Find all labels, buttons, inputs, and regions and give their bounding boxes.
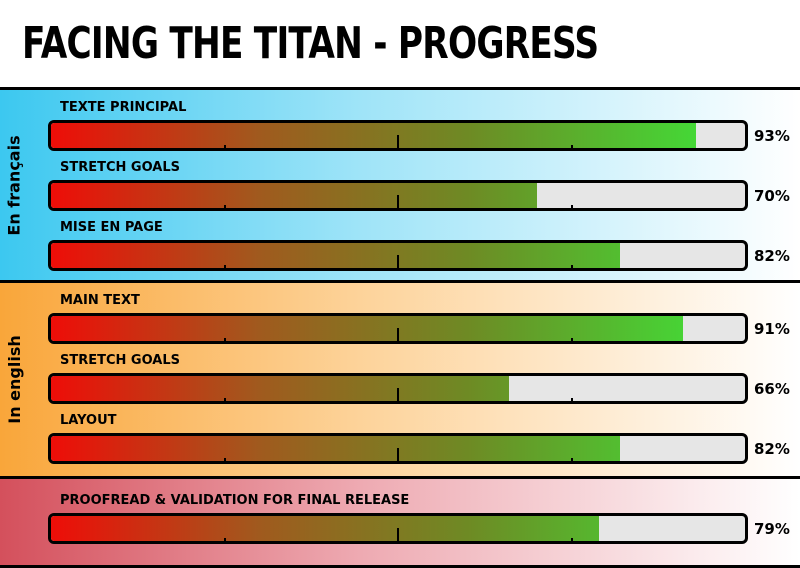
progress-fill (51, 376, 510, 401)
progress-percent: 70% (754, 187, 790, 205)
bar-tick-mark (570, 265, 573, 268)
row-label: MAIN TEXT (60, 293, 140, 308)
bar-tick-mark (223, 398, 226, 401)
progress-row-stretch-goals-en: STRETCH GOALS 66% (0, 353, 800, 413)
progress-fill (51, 316, 683, 341)
progress-fill (51, 516, 600, 541)
bar-tick-mark (570, 538, 573, 541)
progress-percent: 66% (754, 380, 790, 398)
bar-tick-mark (570, 458, 573, 461)
bar-tick-mark (570, 338, 573, 341)
bar-tick-mark (397, 195, 399, 208)
progress-row-texte-principal: TEXTE PRINCIPAL 93% (0, 100, 800, 160)
bar-tick-mark (570, 145, 573, 148)
bar-tick-mark (397, 528, 399, 541)
progress-row-mise-en-page: MISE EN PAGE 82% (0, 220, 800, 280)
progress-bar (48, 240, 748, 271)
row-label: MISE EN PAGE (60, 220, 163, 235)
progress-row-stretch-goals-fr: STRETCH GOALS 70% (0, 160, 800, 220)
progress-percent: 93% (754, 127, 790, 145)
progress-bar (48, 513, 748, 544)
progress-percent: 82% (754, 440, 790, 458)
progress-row-main-text: MAIN TEXT 91% (0, 293, 800, 353)
row-label: STRETCH GOALS (60, 353, 181, 368)
progress-row-layout: LAYOUT 82% (0, 413, 800, 473)
progress-bar (48, 120, 748, 151)
row-label: LAYOUT (60, 413, 117, 428)
bar-tick-mark (397, 135, 399, 148)
progress-bar (48, 313, 748, 344)
progress-bar (48, 433, 748, 464)
row-label: PROOFREAD & VALIDATION FOR FINAL RELEASE (60, 493, 410, 508)
progress-bar (48, 373, 748, 404)
bar-tick-mark (397, 328, 399, 341)
row-label: TEXTE PRINCIPAL (60, 100, 187, 115)
progress-bar (48, 180, 748, 211)
progress-row-proofread: PROOFREAD & VALIDATION FOR FINAL RELEASE… (0, 493, 800, 553)
section-english: In english MAIN TEXT 91% STRETCH GOALS 6… (0, 283, 800, 479)
row-label: STRETCH GOALS (60, 160, 181, 175)
progress-fill (51, 183, 537, 208)
bar-tick-mark (397, 448, 399, 461)
page-title: FACING THE TITAN - PROGRESS (22, 18, 599, 69)
bar-tick-mark (223, 338, 226, 341)
section-french: En français TEXTE PRINCIPAL 93% STRETCH … (0, 87, 800, 283)
bar-tick-mark (223, 205, 226, 208)
progress-percent: 82% (754, 247, 790, 265)
bar-tick-mark (223, 265, 226, 268)
progress-fill (51, 123, 697, 148)
bar-tick-mark (223, 458, 226, 461)
bar-tick-mark (397, 388, 399, 401)
bar-tick-mark (570, 398, 573, 401)
progress-percent: 79% (754, 520, 790, 538)
section-final-release: PROOFREAD & VALIDATION FOR FINAL RELEASE… (0, 479, 800, 568)
progress-fill (51, 243, 621, 268)
bar-tick-mark (570, 205, 573, 208)
bar-tick-mark (223, 145, 226, 148)
progress-fill (51, 436, 621, 461)
bar-tick-mark (397, 255, 399, 268)
bar-tick-mark (223, 538, 226, 541)
progress-percent: 91% (754, 320, 790, 338)
